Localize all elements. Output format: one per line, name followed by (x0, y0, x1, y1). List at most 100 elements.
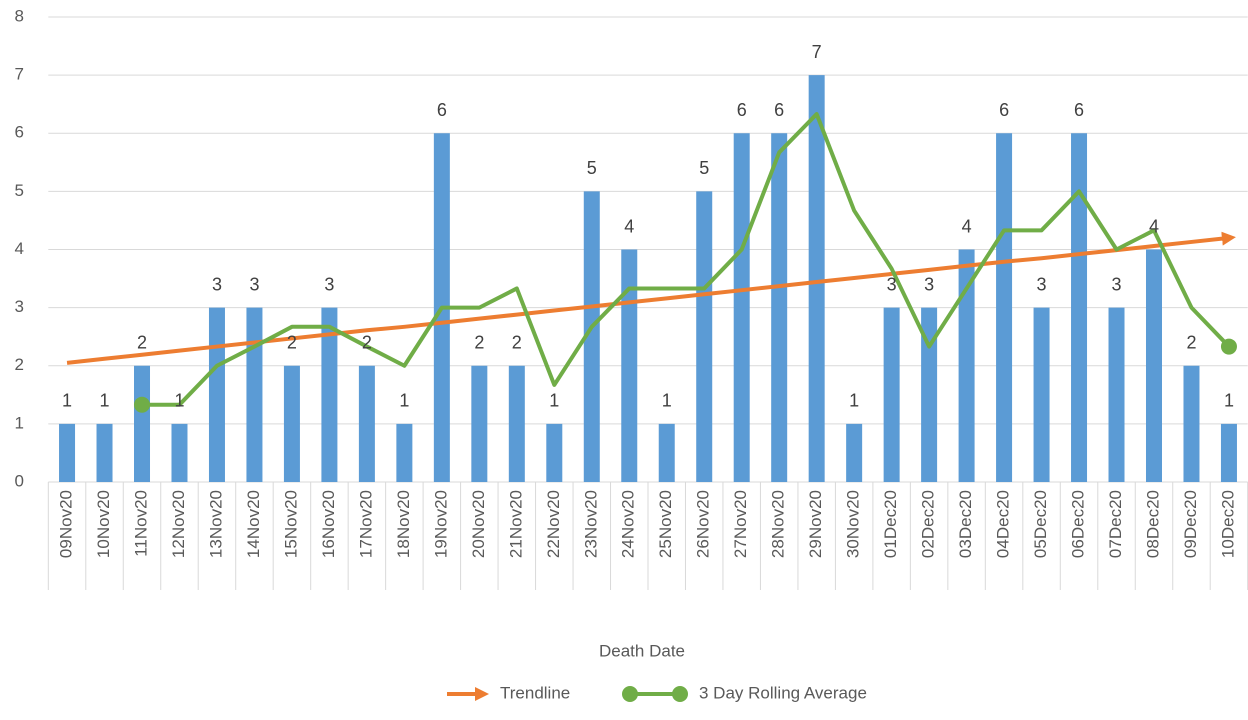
data-label: 6 (1074, 100, 1084, 120)
bar (883, 307, 900, 482)
x-tick-label: 05Dec20 (1031, 490, 1050, 558)
y-tick-label: 4 (15, 239, 24, 258)
data-label: 4 (1149, 216, 1159, 236)
x-tick-label: 10Dec20 (1218, 490, 1237, 558)
x-tick-label: 07Dec20 (1106, 490, 1125, 558)
data-label: 2 (1186, 333, 1196, 353)
x-tick-label: 25Nov20 (656, 490, 675, 558)
bar (96, 423, 113, 482)
bar (696, 191, 713, 482)
rolling-average-line (142, 112, 1231, 407)
data-label: 2 (287, 333, 297, 353)
data-label: 2 (362, 333, 372, 353)
x-tick-label: 17Nov20 (356, 490, 375, 558)
x-tick-label: 24Nov20 (619, 490, 638, 558)
x-tick-label: 23Nov20 (581, 490, 600, 558)
x-tick-label: 22Nov20 (544, 490, 563, 558)
x-tick-label: 02Dec20 (919, 490, 938, 558)
bar (134, 365, 151, 482)
bar (996, 133, 1013, 482)
bar (771, 133, 788, 482)
data-label: 1 (849, 391, 859, 411)
x-axis-title: Death Date (599, 641, 685, 660)
data-label: 3 (249, 274, 259, 294)
x-tick-label: 10Nov20 (94, 490, 113, 558)
y-tick-label: 0 (15, 471, 24, 490)
bar (59, 423, 76, 482)
data-label: 3 (1037, 274, 1047, 294)
line-marker (134, 396, 151, 413)
x-tick-label: 12Nov20 (169, 490, 188, 558)
data-label: 5 (587, 158, 597, 178)
x-tick-label: 08Dec20 (1143, 490, 1162, 558)
data-label: 1 (100, 391, 110, 411)
data-label: 5 (699, 158, 709, 178)
bar (1220, 423, 1237, 482)
x-tick-label: 28Nov20 (769, 490, 788, 558)
bar (171, 423, 188, 482)
data-label: 1 (399, 391, 409, 411)
bar (246, 307, 263, 482)
data-label: 6 (437, 100, 447, 120)
x-tick-label: 01Dec20 (881, 490, 900, 558)
legend-marker (622, 686, 638, 702)
bar (658, 423, 675, 482)
bar (958, 249, 975, 482)
line-marker (1220, 338, 1237, 355)
x-tick-label: 18Nov20 (394, 490, 413, 558)
bar (733, 133, 750, 482)
x-tick-label: 16Nov20 (319, 490, 338, 558)
y-tick-label: 7 (15, 65, 24, 84)
data-label: 3 (324, 274, 334, 294)
data-label: 2 (474, 333, 484, 353)
bar (1108, 307, 1125, 482)
bar (283, 365, 300, 482)
data-label: 6 (774, 100, 784, 120)
bar (508, 365, 525, 482)
x-tick-label: 06Dec20 (1069, 490, 1088, 558)
data-label: 1 (1224, 391, 1234, 411)
bar (358, 365, 375, 482)
data-label: 2 (512, 333, 522, 353)
data-label: 1 (62, 391, 72, 411)
x-tick-label: 03Dec20 (956, 490, 975, 558)
x-tick-label: 29Nov20 (806, 490, 825, 558)
y-tick-label: 8 (15, 6, 24, 25)
data-label: 4 (624, 216, 634, 236)
bar (1145, 249, 1162, 482)
x-tick-label: 13Nov20 (206, 490, 225, 558)
x-tick-label: 09Nov20 (57, 490, 76, 558)
bar (471, 365, 488, 482)
y-tick-label: 5 (15, 181, 24, 200)
y-tick-label: 1 (15, 413, 24, 432)
y-tick-label: 6 (15, 123, 24, 142)
x-tick-label: 15Nov20 (281, 490, 300, 558)
x-tick-label: 21Nov20 (506, 490, 525, 558)
bar (208, 307, 225, 482)
y-tick-label: 2 (15, 355, 24, 374)
x-tick-label: 04Dec20 (994, 490, 1013, 558)
x-tick-label: 26Nov20 (694, 490, 713, 558)
bar (1183, 365, 1200, 482)
x-tick-label: 20Nov20 (469, 490, 488, 558)
bar (808, 75, 825, 482)
y-tick-label: 3 (15, 297, 24, 316)
data-label: 3 (924, 274, 934, 294)
x-tick-label: 19Nov20 (431, 490, 450, 558)
data-label: 1 (174, 391, 184, 411)
bar (921, 307, 938, 482)
data-label: 3 (887, 274, 897, 294)
bar (546, 423, 563, 482)
legend-label: Trendline (500, 683, 570, 702)
x-tick-label: 30Nov20 (844, 490, 863, 558)
data-label: 1 (662, 391, 672, 411)
bar (1033, 307, 1050, 482)
data-label: 1 (549, 391, 559, 411)
bar (396, 423, 413, 482)
data-label: 3 (212, 274, 222, 294)
legend-label: 3 Day Rolling Average (699, 683, 867, 702)
bar (621, 249, 638, 482)
bar (1071, 133, 1088, 482)
data-label: 4 (962, 216, 972, 236)
